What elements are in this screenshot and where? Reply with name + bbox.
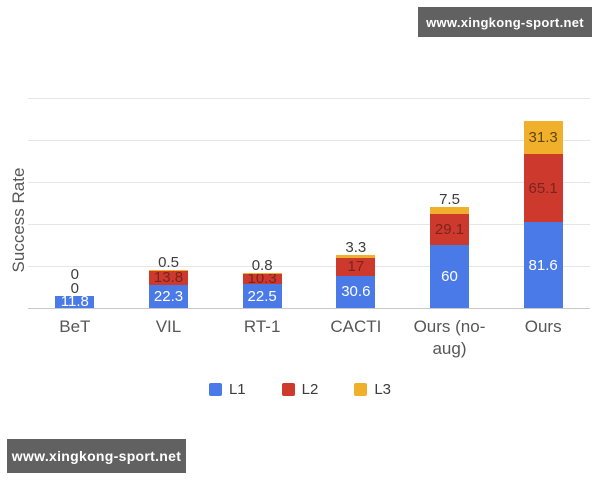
bar-segment-L2: 13.8 bbox=[149, 268, 188, 286]
value-label-L1: 11.8 bbox=[60, 293, 89, 311]
category-label: BeT bbox=[59, 317, 91, 336]
legend-swatch-L3 bbox=[354, 383, 368, 396]
value-label-L1: 60 bbox=[441, 268, 458, 285]
value-label-L3: 31.3 bbox=[528, 129, 558, 147]
bar-segment-L1: 22.3 bbox=[149, 284, 188, 308]
value-label-L2: 10.3 bbox=[247, 270, 277, 288]
bar-segment-L2: 29.1 bbox=[430, 214, 469, 245]
watermark-top-right: www.xingkong-sport.net bbox=[418, 7, 592, 37]
category-label: RT-1 bbox=[243, 317, 281, 336]
legend-item-L3: L3 bbox=[354, 381, 391, 398]
gridline bbox=[28, 140, 590, 141]
bar-segment-L1: 11.8 bbox=[55, 293, 95, 311]
value-label-L1: 30.6 bbox=[341, 283, 371, 301]
value-label-L1: 81.6 bbox=[528, 256, 558, 274]
legend-item-L1: L1 bbox=[208, 381, 246, 398]
category-label: VIL bbox=[155, 317, 182, 336]
category-label: Ours bbox=[524, 317, 562, 336]
gridline bbox=[28, 182, 590, 183]
bar-segment-L1: 30.6 bbox=[336, 275, 376, 308]
bar-segment-L2: 65.1 bbox=[523, 153, 563, 223]
bar-segment-L3 bbox=[242, 272, 282, 274]
value-label-L1: 22.5 bbox=[247, 287, 277, 305]
y-axis-title: Success Rate bbox=[9, 167, 28, 273]
value-label-L1: 22.3 bbox=[153, 287, 184, 305]
value-label-L2: 65.1 bbox=[528, 179, 558, 197]
bar-segment-L2: 17 bbox=[336, 258, 376, 276]
legend-label: L3 bbox=[374, 381, 392, 398]
bar-segment-L3 bbox=[149, 269, 188, 271]
bar-segment-L3 bbox=[430, 206, 469, 215]
gridline bbox=[28, 98, 590, 99]
value-label-outside: 0 bbox=[70, 265, 79, 283]
legend: L1 L2 L3 bbox=[0, 381, 600, 398]
value-label-L2: 13.8 bbox=[153, 268, 184, 286]
value-label-L2: 17 bbox=[347, 258, 365, 276]
bar-segment-L1: 22.5 bbox=[242, 284, 282, 308]
value-label-outside: 0.8 bbox=[251, 256, 273, 274]
legend-item-L2: L2 bbox=[281, 381, 319, 398]
gridline bbox=[28, 224, 590, 225]
category-label: CACTI bbox=[330, 317, 382, 336]
value-label-outside: 0.5 bbox=[158, 253, 179, 271]
gridline bbox=[28, 266, 590, 267]
legend-label: L1 bbox=[228, 381, 246, 398]
legend-swatch-L2 bbox=[281, 383, 295, 396]
bar-segment-L2: 10.3 bbox=[242, 270, 282, 288]
legend-label: L2 bbox=[301, 381, 319, 398]
category-label: Ours (no-aug) bbox=[413, 317, 486, 358]
x-axis-line bbox=[28, 308, 590, 309]
legend-swatch-L1 bbox=[208, 383, 222, 396]
watermark-bottom-left: www.xingkong-sport.net bbox=[7, 439, 186, 473]
bar-segment-L1: 60 bbox=[430, 245, 469, 308]
bar-segment-L1: 81.6 bbox=[523, 222, 563, 308]
value-label-outside: 3.3 bbox=[345, 238, 367, 256]
value-label-outside: 0 bbox=[70, 279, 79, 297]
bar-segment-L3 bbox=[336, 254, 376, 258]
value-label-outside: 7.5 bbox=[439, 190, 460, 208]
bar-segment-L3: 31.3 bbox=[523, 121, 563, 154]
value-label-L2: 29.1 bbox=[434, 221, 465, 239]
